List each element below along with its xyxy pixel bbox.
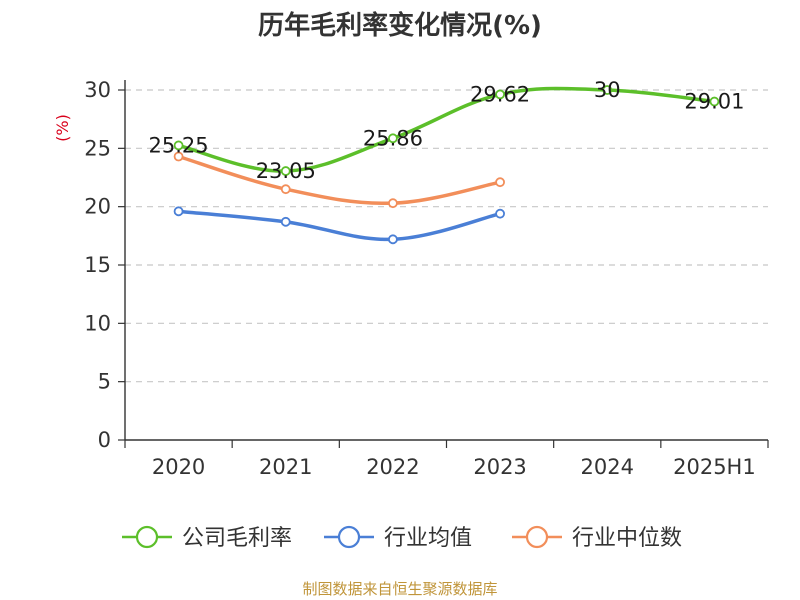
y-tick-label: 5 — [98, 370, 111, 394]
series-2 — [173, 151, 505, 209]
axes: 0 5 10 15 20 25 30 2020 2021 2022 2023 2024 2025H1 — [84, 78, 769, 479]
data-point[interactable] — [602, 85, 613, 95]
series-1 — [173, 206, 505, 245]
series-group — [173, 85, 720, 245]
y-tick-label: 20 — [84, 195, 111, 219]
x-tick-label: 2022 — [366, 455, 419, 479]
legend-item[interactable]: 公司毛利率 — [122, 525, 292, 551]
data-point[interactable] — [173, 151, 184, 162]
x-tick-label: 2024 — [581, 455, 634, 479]
x-tick-label: 2020 — [152, 455, 205, 479]
legend-marker — [337, 525, 361, 549]
source-note: 制图数据来自恒生聚源数据库 — [302, 580, 497, 598]
x-tick-label: 2023 — [473, 455, 526, 479]
data-point[interactable] — [388, 133, 398, 144]
data-label: 30 — [594, 78, 621, 102]
data-label: 25.25 — [149, 133, 209, 157]
legend-item[interactable]: 行业均值 — [324, 525, 472, 551]
chart-title: 历年毛利率变化情况(%) — [258, 10, 542, 41]
legend-marker — [525, 525, 549, 549]
data-point[interactable] — [173, 206, 184, 217]
legend: 公司毛利率 行业均值 行业中位数 — [122, 525, 682, 551]
data-point[interactable] — [495, 177, 505, 188]
legend-label: 公司毛利率 — [182, 526, 292, 551]
data-point[interactable] — [388, 198, 398, 209]
series-line — [176, 209, 502, 242]
data-point[interactable] — [280, 216, 291, 227]
y-tick-label: 15 — [84, 253, 111, 277]
data-point[interactable] — [388, 234, 398, 245]
grid-lines — [125, 89, 768, 383]
legend-label: 行业均值 — [384, 526, 472, 551]
data-labels: 25.25 23.05 25.86 29.62 30 29.01 — [149, 78, 745, 183]
x-tick-label: 2025H1 — [673, 455, 756, 479]
data-label: 25.86 — [363, 126, 423, 150]
y-axis-label: (%) — [53, 114, 72, 142]
data-point[interactable] — [709, 96, 720, 107]
data-label: 29.01 — [684, 90, 744, 114]
data-point[interactable] — [495, 89, 505, 100]
legend-marker — [135, 525, 159, 549]
legend-item[interactable]: 行业中位数 — [512, 525, 682, 551]
x-tick-label: 2021 — [259, 455, 312, 479]
data-label: 23.05 — [256, 159, 316, 183]
y-tick-label: 25 — [84, 136, 111, 160]
y-tick-label: 10 — [84, 311, 111, 335]
data-label: 29.62 — [470, 82, 530, 106]
data-point[interactable] — [280, 184, 291, 195]
series-line — [176, 154, 502, 206]
data-point[interactable] — [495, 208, 505, 219]
data-point[interactable] — [280, 166, 291, 176]
series-0 — [173, 85, 720, 176]
y-tick-label: 0 — [98, 428, 111, 452]
data-point[interactable] — [173, 140, 184, 151]
legend-label: 行业中位数 — [572, 526, 682, 551]
y-tick-label: 30 — [84, 78, 111, 102]
series-line — [176, 86, 717, 173]
